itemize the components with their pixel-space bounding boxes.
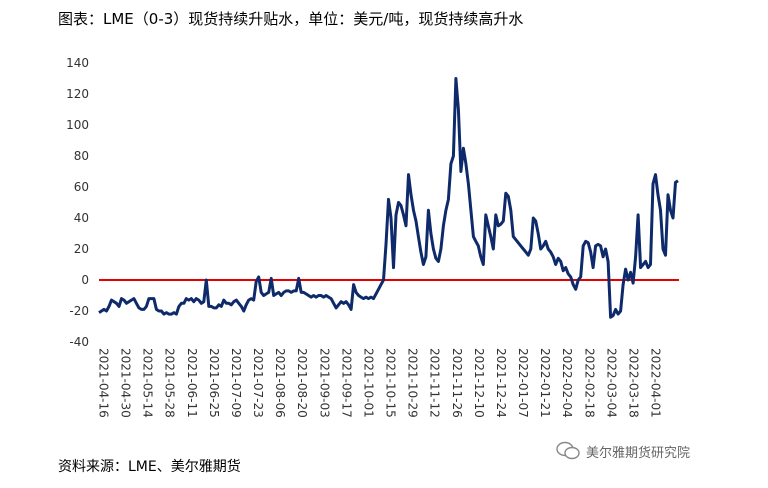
x-tick-label: 2021-08-20 (295, 348, 309, 418)
x-tick-label: 2022-04-01 (649, 348, 663, 418)
x-tick-label: 2021-04-16 (97, 348, 111, 418)
x-tick-label: 2021-04-30 (119, 348, 133, 418)
y-tick-label: 120 (66, 87, 89, 101)
x-tick-label: 2021-07-23 (251, 348, 265, 418)
watermark-text: 美尔雅期货研究院 (586, 445, 691, 461)
x-tick-label: 2021-06-25 (207, 348, 221, 418)
chart-title: 图表：LME（0-3）现货持续升贴水，单位：美元/吨，现货持续高升水 (58, 10, 524, 28)
x-tick-label: 2022-03-04 (604, 348, 618, 418)
y-axis-ticks: -40 -20 0 20 40 60 80 100 120 140 (66, 56, 89, 349)
watermark: 美尔雅期货研究院 (556, 441, 690, 461)
x-tick-label: 2021-09-03 (317, 348, 331, 418)
y-tick-label: 60 (74, 180, 89, 194)
y-tick-label: 140 (66, 56, 89, 70)
x-tick-label: 2021-10-29 (406, 348, 420, 418)
y-tick-label: 80 (74, 149, 89, 163)
wechat-icon (556, 441, 580, 460)
x-tick-label: 2021-09-17 (339, 348, 353, 418)
y-tick-label: 20 (74, 242, 89, 256)
x-tick-label: 2022-02-18 (582, 348, 596, 418)
series-line (98, 77, 679, 319)
x-tick-label: 2021-11-12 (428, 348, 442, 418)
x-tick-label: 2021-12-24 (494, 348, 508, 418)
x-tick-label: 2021-11-26 (450, 348, 464, 418)
y-tick-label: 40 (74, 211, 89, 225)
x-tick-label: 2021-07-09 (229, 348, 243, 418)
y-tick-label: 0 (81, 273, 89, 287)
x-tick-label: 2021-06-11 (185, 348, 199, 418)
x-tick-label: 2021-05-28 (163, 348, 177, 418)
x-tick-label: 2021-12-10 (472, 348, 486, 418)
x-tick-label: 2021-05-14 (141, 348, 155, 418)
x-tick-label: 2021-08-06 (273, 348, 287, 418)
x-tick-label: 2022-03-18 (626, 348, 640, 418)
x-axis-ticks: 2021-04-16 2021-04-30 2021-05-14 2021-05-28… (97, 348, 663, 418)
y-tick-label: -40 (69, 335, 89, 349)
x-tick-label: 2021-10-15 (384, 348, 398, 418)
source-note: 资料来源：LME、美尔雅期货 (58, 459, 241, 475)
y-tick-label: -20 (69, 304, 89, 318)
x-tick-label: 2022-01-21 (538, 348, 552, 418)
x-tick-label: 2021-10-01 (361, 348, 375, 418)
x-tick-label: 2022-02-04 (560, 348, 574, 418)
y-tick-label: 100 (66, 118, 89, 132)
x-tick-label: 2022-01-07 (516, 348, 530, 418)
